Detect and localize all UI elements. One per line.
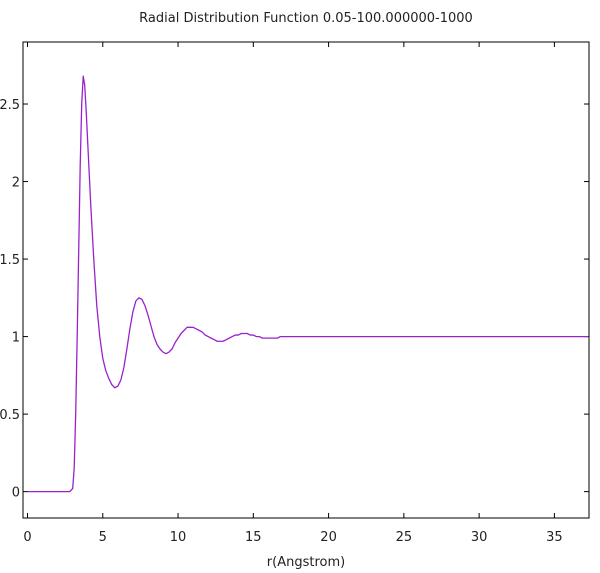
x-axis-ticks: 0 5 10 15 20 25 30 35 xyxy=(23,42,563,545)
y-tick-label: 1 xyxy=(12,331,20,346)
x-tick-label: 30 xyxy=(471,530,488,545)
x-tick-label: 5 xyxy=(99,530,107,545)
plot-frame xyxy=(22,41,590,519)
x-axis-label: r(Angstrom) xyxy=(267,555,345,570)
y-tick-label: 2.5 xyxy=(0,98,20,113)
x-tick-label: 20 xyxy=(320,530,337,545)
rdf-series-line xyxy=(27,75,589,493)
y-tick-label: 1.5 xyxy=(0,253,20,268)
chart-title: Radial Distribution Function 0.05-100.00… xyxy=(139,11,473,26)
y-axis-ticks: 0 0.5 1 1.5 2 2.5 xyxy=(0,98,589,501)
y-tick-label: 0.5 xyxy=(0,408,20,423)
x-tick-label: 10 xyxy=(170,530,187,545)
y-tick-label: 0 xyxy=(12,486,20,501)
x-tick-label: 15 xyxy=(245,530,262,545)
series-layer xyxy=(27,75,589,493)
x-tick-label: 0 xyxy=(23,530,31,545)
y-tick-label: 2 xyxy=(12,176,20,191)
x-tick-label: 35 xyxy=(546,530,563,545)
x-tick-label: 25 xyxy=(396,530,413,545)
